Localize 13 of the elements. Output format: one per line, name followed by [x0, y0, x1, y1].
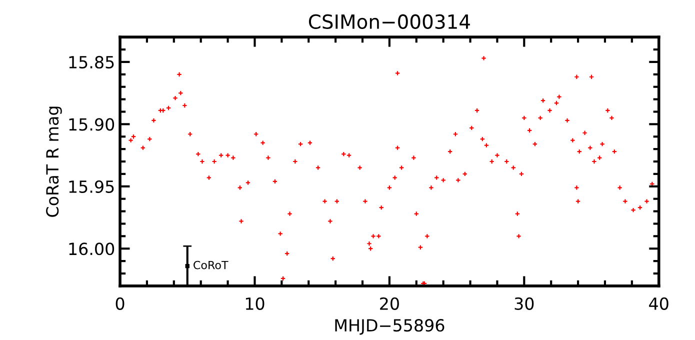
y-axis-title: CoRaT R mag [46, 106, 62, 217]
y-tick-label: 15.85 [69, 56, 114, 69]
y-tick-label: 16.00 [69, 242, 114, 256]
y-tick-label: 15.90 [69, 118, 114, 131]
y-tick-label: 15.95 [69, 180, 114, 193]
x-tick-label: 20 [380, 297, 399, 310]
chart-title: CSIMon−000314 [308, 14, 470, 30]
x-tick-label: 40 [649, 297, 668, 310]
x-axis-title: MHJD−55896 [335, 319, 444, 335]
annotation: CoRoT [194, 260, 228, 270]
x-tick-label: 0 [116, 297, 124, 310]
x-tick-label: 10 [246, 297, 264, 310]
x-tick-label: 30 [514, 297, 534, 310]
